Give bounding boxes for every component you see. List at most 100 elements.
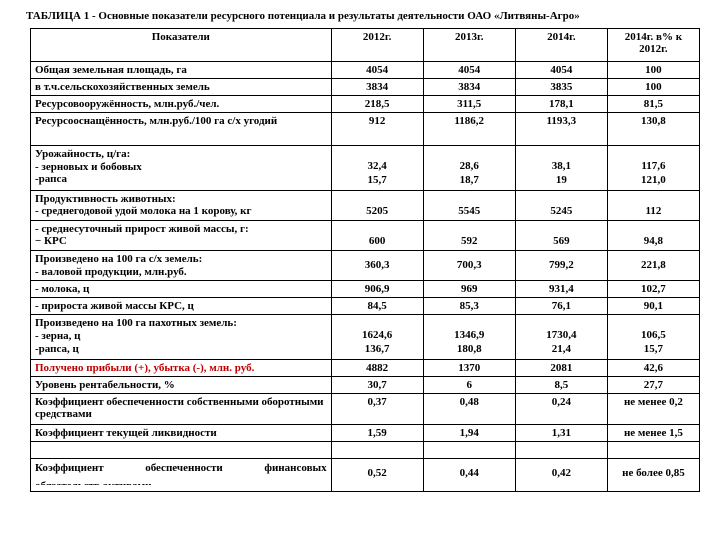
table-row: Ресурсовооружённость, млн.руб./чел.218,5… (31, 96, 700, 113)
table-header: Показатели2012г.2013г.2014г.2014г. в% к2… (31, 29, 700, 62)
row-value: 84,5 (331, 298, 423, 315)
row-value: 6 (423, 376, 515, 393)
row-value: 969 (423, 281, 515, 298)
row-value: 906,9 (331, 281, 423, 298)
table-row: - молока, ц906,9969931,4102,7 (31, 281, 700, 298)
table-row: Коэффициент обеспеченности финансовыхобя… (31, 458, 700, 492)
row-value: 100 (607, 79, 699, 96)
row-value: 38,119 (515, 146, 607, 191)
row-value: 4882 (331, 359, 423, 376)
row-label: Коэффициент обеспеченности финансовыхобя… (31, 458, 332, 492)
row-value: 3835 (515, 79, 607, 96)
row-value: 117,6121,0 (607, 146, 699, 191)
row-value: 1624,6136,7 (331, 315, 423, 360)
row-value: 106,515,7 (607, 315, 699, 360)
row-value: 4054 (515, 62, 607, 79)
row-value: 28,618,7 (423, 146, 515, 191)
row-value: 5545 (423, 190, 515, 220)
row-value: 5205 (331, 190, 423, 220)
table-row: Произведено на 100 га пахотных земель: -… (31, 315, 700, 360)
table-row: Получено прибыли (+), убытка (-), млн. р… (31, 359, 700, 376)
row-value: 100 (607, 62, 699, 79)
row-value: 218,5 (331, 96, 423, 113)
col-header: 2014г. в% к2012г. (607, 29, 699, 62)
row-value: 4054 (423, 62, 515, 79)
row-value: 178,1 (515, 96, 607, 113)
row-value: 221,8 (607, 251, 699, 281)
table-row (31, 441, 700, 458)
table-row: Уровень рентабельности, %30,768,527,7 (31, 376, 700, 393)
col-header: 2014г. (515, 29, 607, 62)
row-value: 32,415,7 (331, 146, 423, 191)
row-value: 600 (331, 220, 423, 250)
table-row: Коэффициент текущей ликвидности1,591,941… (31, 424, 700, 441)
row-value: 0,37 (331, 393, 423, 424)
row-label: - молока, ц (31, 281, 332, 298)
row-value: 4054 (331, 62, 423, 79)
row-label: Продуктивность животных: - среднегодовой… (31, 190, 332, 220)
row-value: 27,7 (607, 376, 699, 393)
table-row: - прироста живой массы КРС, ц84,585,376,… (31, 298, 700, 315)
row-label: - среднесуточный прирост живой массы, г:… (31, 220, 332, 250)
row-value: 799,2 (515, 251, 607, 281)
row-value: 311,5 (423, 96, 515, 113)
row-value: 90,1 (607, 298, 699, 315)
row-label: Получено прибыли (+), убытка (-), млн. р… (31, 359, 332, 376)
row-value: 85,3 (423, 298, 515, 315)
col-header: 2013г. (423, 29, 515, 62)
table-body: Общая земельная площадь, га4054405440541… (31, 62, 700, 492)
row-label: Уровень рентабельности, % (31, 376, 332, 393)
table-row: Общая земельная площадь, га4054405440541… (31, 62, 700, 79)
row-value: 1186,2 (423, 113, 515, 146)
row-value: 0,24 (515, 393, 607, 424)
data-table: Показатели2012г.2013г.2014г.2014г. в% к2… (30, 28, 700, 492)
row-value: 931,4 (515, 281, 607, 298)
row-value: 592 (423, 220, 515, 250)
row-value: 1,31 (515, 424, 607, 441)
row-label: Общая земельная площадь, га (31, 62, 332, 79)
row-value: не менее 0,2 (607, 393, 699, 424)
row-value: 1193,3 (515, 113, 607, 146)
table-row: - среднесуточный прирост живой массы, г:… (31, 220, 700, 250)
col-header: 2012г. (331, 29, 423, 62)
table-row: в т.ч.сельскохозяйственных земель 3834383… (31, 79, 700, 96)
table-row: Урожайность, ц/га:- зерновых и бобовых-р… (31, 146, 700, 191)
row-value: 5245 (515, 190, 607, 220)
row-label: Произведено на 100 га пахотных земель: -… (31, 315, 332, 360)
row-label: - прироста живой массы КРС, ц (31, 298, 332, 315)
row-label: Коэффициент обеспеченности собственными … (31, 393, 332, 424)
row-label: в т.ч.сельскохозяйственных земель (31, 79, 332, 96)
row-label: Коэффициент текущей ликвидности (31, 424, 332, 441)
row-value: 76,1 (515, 298, 607, 315)
table-row: Продуктивность животных: - среднегодовой… (31, 190, 700, 220)
row-value: 130,8 (607, 113, 699, 146)
row-value: 3834 (423, 79, 515, 96)
row-value: 0,42 (515, 458, 607, 492)
row-value: 360,3 (331, 251, 423, 281)
row-value: не более 0,85 (607, 458, 699, 492)
row-value: 1370 (423, 359, 515, 376)
row-label: Ресурсовооружённость, млн.руб./чел. (31, 96, 332, 113)
row-value: не менее 1,5 (607, 424, 699, 441)
row-value: 1,94 (423, 424, 515, 441)
row-value: 1346,9180,8 (423, 315, 515, 360)
row-value: 112 (607, 190, 699, 220)
row-label: Произведено на 100 га с/х земель:- валов… (31, 251, 332, 281)
row-value: 8,5 (515, 376, 607, 393)
row-value: 569 (515, 220, 607, 250)
row-value: 42,6 (607, 359, 699, 376)
table-title: ТАБЛИЦА 1 - Основные показатели ресурсно… (26, 10, 720, 22)
row-value: 0,44 (423, 458, 515, 492)
row-value: 81,5 (607, 96, 699, 113)
row-value: 912 (331, 113, 423, 146)
table-row: Ресурсооснащённость, млн.руб./100 га с/х… (31, 113, 700, 146)
table-row: Произведено на 100 га с/х земель:- валов… (31, 251, 700, 281)
row-value: 2081 (515, 359, 607, 376)
row-label: Ресурсооснащённость, млн.руб./100 га с/х… (31, 113, 332, 146)
row-value: 102,7 (607, 281, 699, 298)
row-value: 700,3 (423, 251, 515, 281)
row-label: Урожайность, ц/га:- зерновых и бобовых-р… (31, 146, 332, 191)
row-value: 0,52 (331, 458, 423, 492)
col-header: Показатели (31, 29, 332, 62)
row-value: 1730,421,4 (515, 315, 607, 360)
